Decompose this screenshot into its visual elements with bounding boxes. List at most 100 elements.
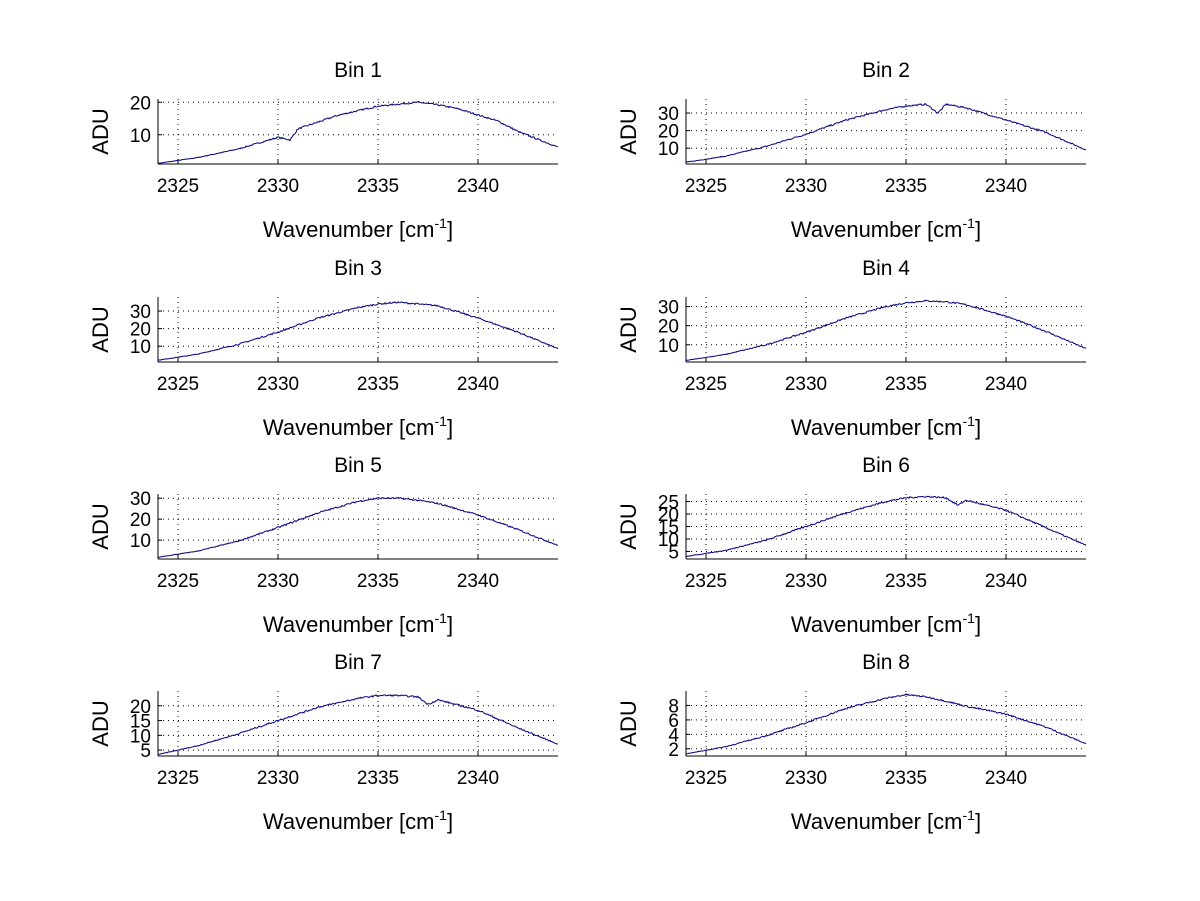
y-tick-label: 20 xyxy=(658,505,679,526)
y-tick-label: 20 xyxy=(130,93,151,114)
spectrum-line xyxy=(157,100,559,164)
x-tick-label: 2340 xyxy=(457,571,499,592)
y-tick-label: 30 xyxy=(658,104,679,125)
x-axis-label: Wavenumber [cm-1] xyxy=(263,215,453,242)
y-tick-label: 6 xyxy=(668,711,679,732)
x-tick-label: 2340 xyxy=(457,768,499,789)
x-tick-label: 2325 xyxy=(685,571,727,592)
spectrum-line xyxy=(685,102,1087,163)
panel-title: Bin 3 xyxy=(334,257,382,280)
spectrum-line xyxy=(157,301,559,361)
x-tick-label: 2340 xyxy=(985,176,1027,197)
x-axis-label: Wavenumber [cm-1] xyxy=(263,610,453,637)
y-tick-label: 2 xyxy=(668,740,679,761)
x-tick-label: 2335 xyxy=(357,176,399,197)
x-tick-label: 2330 xyxy=(257,176,299,197)
x-tick-label: 2340 xyxy=(457,176,499,197)
x-tick-label: 2330 xyxy=(257,768,299,789)
x-tick-label: 2325 xyxy=(685,176,727,197)
y-tick-label: 20 xyxy=(130,320,151,341)
x-tick-label: 2330 xyxy=(785,176,827,197)
x-tick-label: 2340 xyxy=(985,374,1027,395)
panel-title: Bin 1 xyxy=(334,59,382,82)
x-tick-label: 2335 xyxy=(885,571,927,592)
y-tick-label: 20 xyxy=(130,510,151,531)
y-tick-label: 5 xyxy=(668,543,679,564)
x-tick-label: 2330 xyxy=(785,374,827,395)
x-axis-label: Wavenumber [cm-1] xyxy=(791,610,981,637)
x-tick-label: 2325 xyxy=(157,768,199,789)
x-tick-label: 2325 xyxy=(685,768,727,789)
y-tick-label: 20 xyxy=(658,317,679,338)
y-tick-label: 5 xyxy=(140,741,151,762)
y-tick-label: 10 xyxy=(130,726,151,747)
y-tick-label: 15 xyxy=(658,518,679,539)
x-tick-label: 2330 xyxy=(257,374,299,395)
y-tick-label: 10 xyxy=(658,530,679,551)
x-tick-label: 2325 xyxy=(157,176,199,197)
x-tick-label: 2325 xyxy=(157,571,199,592)
y-tick-label: 20 xyxy=(658,122,679,143)
y-axis-label: ADU xyxy=(616,108,641,154)
y-axis-label: ADU xyxy=(88,108,113,154)
x-tick-label: 2335 xyxy=(885,176,927,197)
x-tick-label: 2340 xyxy=(985,768,1027,789)
y-tick-label: 25 xyxy=(658,493,679,514)
panel-title: Bin 6 xyxy=(862,454,910,477)
panel-title: Bin 7 xyxy=(334,651,382,674)
x-tick-label: 2325 xyxy=(157,374,199,395)
x-tick-label: 2340 xyxy=(985,571,1027,592)
panel-title: Bin 5 xyxy=(334,454,382,477)
y-tick-label: 10 xyxy=(130,337,151,358)
y-axis-label: ADU xyxy=(88,700,113,746)
y-tick-label: 20 xyxy=(130,697,151,718)
x-tick-label: 2330 xyxy=(785,571,827,592)
y-tick-label: 15 xyxy=(130,712,151,733)
spectrum-line xyxy=(685,299,1087,361)
y-tick-label: 10 xyxy=(658,336,679,357)
y-tick-label: 30 xyxy=(130,302,151,323)
y-tick-label: 10 xyxy=(130,531,151,552)
x-axis-label: Wavenumber [cm-1] xyxy=(263,807,453,834)
x-tick-label: 2325 xyxy=(685,374,727,395)
panel-title: Bin 8 xyxy=(862,651,910,674)
panel-bin-1: Bin 1 2325 2330 2335 2340 10 20 Wavenumber [cm-… xyxy=(88,59,559,242)
spectrum-line xyxy=(157,694,559,756)
x-axis-label: Wavenumber [cm-1] xyxy=(791,215,981,242)
panel-title: Bin 4 xyxy=(862,257,910,280)
y-axis-label: ADU xyxy=(88,306,113,352)
y-axis-label: ADU xyxy=(616,306,641,352)
x-axis-label: Wavenumber [cm-1] xyxy=(791,413,981,440)
x-tick-label: 2335 xyxy=(357,374,399,395)
y-axis-label: ADU xyxy=(616,700,641,746)
x-tick-label: 2330 xyxy=(785,768,827,789)
x-tick-label: 2335 xyxy=(357,768,399,789)
y-tick-label: 4 xyxy=(668,725,679,746)
x-tick-label: 2335 xyxy=(357,571,399,592)
x-axis-label: Wavenumber [cm-1] xyxy=(791,807,981,834)
x-tick-label: 2330 xyxy=(257,571,299,592)
spectrum-line xyxy=(686,693,1087,755)
y-tick-label: 10 xyxy=(130,126,151,147)
y-tick-label: 30 xyxy=(130,489,151,510)
x-tick-label: 2335 xyxy=(885,374,927,395)
y-tick-label: 10 xyxy=(658,139,679,160)
y-axis-label: ADU xyxy=(88,503,113,549)
x-tick-label: 2335 xyxy=(885,768,927,789)
y-axis-label: ADU xyxy=(616,503,641,549)
spectrum-line xyxy=(685,495,1087,558)
panel-title: Bin 2 xyxy=(862,59,910,82)
x-tick-label: 2340 xyxy=(457,374,499,395)
x-axis-label: Wavenumber [cm-1] xyxy=(263,413,453,440)
y-tick-label: 8 xyxy=(668,696,679,717)
y-tick-label: 30 xyxy=(658,298,679,319)
spectrum-line xyxy=(157,496,559,558)
